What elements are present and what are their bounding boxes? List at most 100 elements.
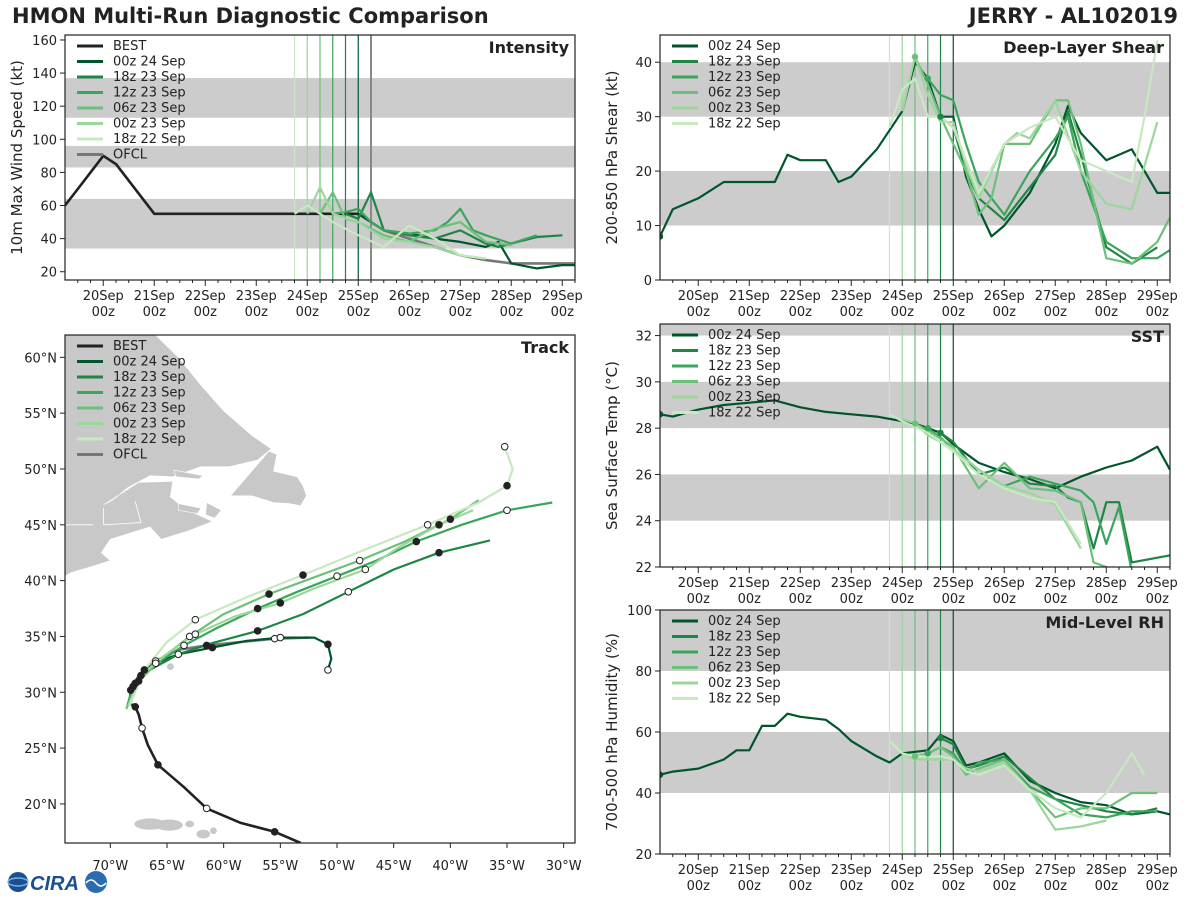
intensity-xtick-label-hour: 00z (500, 305, 524, 320)
track-series-00z-24-sep (128, 636, 333, 704)
track-position-marker (299, 571, 307, 579)
intensity-xtick-label-hour: 00z (347, 305, 371, 320)
rh-panel-title: Mid-Level RH (1045, 613, 1164, 632)
track-position-marker (180, 641, 188, 650)
sst-xtick-label-day: 26Sep (984, 576, 1025, 591)
intensity-ytick-label: 80 (40, 166, 57, 181)
track-ytick-label: 20°N (24, 798, 57, 813)
rh-plot-area (660, 610, 1170, 854)
intensity-legend-label: OFCL (113, 148, 148, 163)
chart-title: HMON Multi-Run Diagnostic Comparison (12, 4, 489, 28)
intensity-series-best (65, 154, 359, 216)
intensity-xtick-label-day: 25Sep (338, 289, 379, 304)
rh-series-18z-23-sep (940, 737, 1158, 816)
track-position-marker (435, 548, 443, 557)
intensity-series-06z-23-sep (319, 191, 512, 247)
intensity-plot-area (65, 35, 575, 280)
sst-xtick-label-hour: 00z (942, 592, 966, 607)
sst-legend-label: 00z 24 Sep (708, 328, 781, 343)
shear-xtick-label-hour: 00z (687, 305, 711, 320)
shear-series-12z-23-sep (926, 77, 1170, 260)
rh-xtick-label-day: 27Sep (1035, 863, 1076, 878)
track-panel-title: Track (521, 338, 569, 357)
sst-xtick-label-day: 28Sep (1086, 576, 1127, 591)
sst-legend-label: 06z 23 Sep (708, 375, 781, 390)
track-legend-label: 00z 24 Sep (113, 355, 186, 370)
intensity-ytick-label: 160 (32, 34, 57, 49)
track-series-12z-23-sep (126, 501, 553, 707)
rh-xtick-label-hour: 00z (1095, 879, 1119, 894)
shear-xtick-label-day: 27Sep (1035, 289, 1076, 304)
rh-xtick-label-day: 23Sep (831, 863, 872, 878)
track-position-marker (174, 650, 183, 659)
track-ytick-label: 55°N (24, 407, 57, 422)
shear-xtick-label-day: 25Sep (933, 289, 974, 304)
track-legend-label: 00z 23 Sep (113, 417, 186, 432)
sst-ytick-label: 28 (635, 422, 652, 437)
intensity-xtick-label-day: 20Sep (83, 289, 124, 304)
cira-logo: CIRA (7, 871, 107, 895)
shear-init-dot (924, 75, 931, 82)
track-xtick-label: 55°W (262, 859, 298, 874)
sst-xtick-label-day: 27Sep (1035, 576, 1076, 591)
sst-ytick-label: 30 (635, 376, 652, 391)
sst-panel: 22242628303220Sep00z21Sep00z22Sep00z23Se… (603, 323, 1178, 607)
track-ytick-label: 30°N (24, 686, 57, 701)
sst-legend-label: 00z 23 Sep (708, 390, 781, 405)
rh-series-06z-23-sep (914, 746, 1158, 819)
track-position-marker (202, 804, 211, 813)
sst-xtick-label-hour: 00z (1044, 592, 1068, 607)
sst-xtick-label-hour: 00z (1095, 592, 1119, 607)
sst-init-dot (911, 420, 919, 427)
shear-xtick-label-day: 29Sep (1137, 289, 1178, 304)
rh-xtick-label-day: 22Sep (780, 863, 821, 878)
track-position-marker (361, 565, 370, 574)
track-position-marker (276, 599, 285, 607)
rh-ytick-label: 60 (635, 726, 652, 741)
intensity-xtick-label-day: 29Sep (542, 289, 583, 304)
shear-legend-label: 00z 23 Sep (708, 101, 781, 116)
intensity-xtick-label-day: 21Sep (134, 289, 175, 304)
shear-xtick-label-day: 26Sep (984, 289, 1025, 304)
track-position-marker (138, 724, 146, 732)
intensity-xtick-label-hour: 00z (296, 305, 320, 320)
rh-ylabel: 700-500 hPa Humidity (%) (603, 633, 621, 831)
sst-ytick-label: 22 (635, 561, 652, 576)
track-land-1 (229, 450, 307, 507)
storm-name: JERRY - AL102019 (968, 4, 1178, 28)
track-position-marker (355, 556, 364, 565)
intensity-legend-label: 06z 23 Sep (113, 101, 186, 116)
track-legend-label: BEST (113, 339, 146, 354)
track-position-marker (140, 666, 149, 674)
rh-series-18z-22-sep (888, 740, 1146, 819)
rh-legend-label: 00z 23 Sep (708, 676, 781, 691)
shear-xtick-label-day: 24Sep (882, 289, 923, 304)
shear-xtick-label-hour: 00z (1095, 305, 1119, 320)
intensity-series-00z-23-sep (306, 186, 486, 260)
rh-legend-label: 00z 24 Sep (708, 614, 781, 629)
track-legend-label: 18z 23 Sep (113, 370, 186, 385)
sst-xtick-label-day: 25Sep (933, 576, 974, 591)
track-position-marker (333, 572, 341, 580)
track-series-ofcl (128, 636, 309, 704)
shear-xtick-label-day: 22Sep (780, 289, 821, 304)
track-position-marker (324, 640, 332, 649)
track-position-marker (253, 604, 262, 613)
track-position-marker (191, 615, 200, 624)
shear-series-06z-23-sep (914, 56, 1170, 265)
sst-xtick-label-hour: 00z (1146, 592, 1170, 607)
track-legend-label: OFCL (113, 448, 148, 463)
track-ytick-label: 40°N (24, 575, 57, 590)
shear-init-dot (937, 113, 944, 120)
rh-ytick-label: 80 (635, 665, 652, 680)
track-position-marker (412, 537, 421, 546)
rh-xtick-label-day: 21Sep (729, 863, 770, 878)
shear-panel-title: Deep-Layer Shear (1003, 38, 1164, 57)
track-ytick-label: 25°N (24, 742, 57, 757)
track-position-marker (151, 659, 160, 668)
shear-ytick-label: 40 (635, 56, 652, 71)
track-land-2 (173, 469, 205, 480)
shear-xtick-label-hour: 00z (993, 305, 1017, 320)
